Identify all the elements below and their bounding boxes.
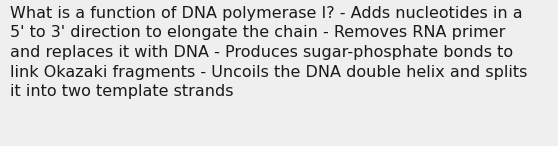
Text: What is a function of DNA polymerase I? - Adds nucleotides in a
5' to 3' directi: What is a function of DNA polymerase I? … xyxy=(10,6,527,99)
